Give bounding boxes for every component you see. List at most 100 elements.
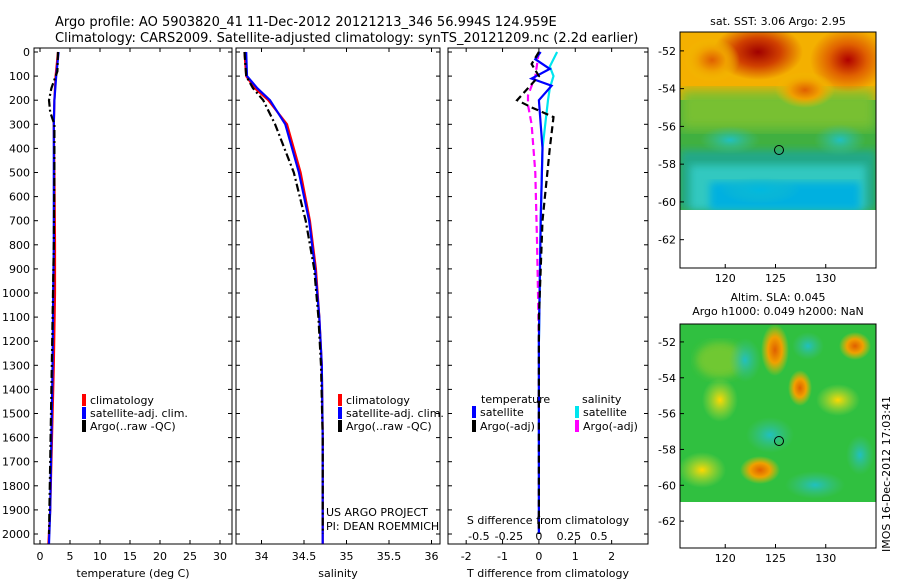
depth-tick-label: 1800 (2, 480, 30, 493)
timestamp-stamp: IMOS 16-Dec-2012 17:03:41 (880, 396, 893, 552)
salinity-legend-satellite: satellite-adj. clim. (346, 407, 444, 420)
sst-map-ytick-label: -54 (658, 83, 676, 96)
temperature-legend: climatology satellite-adj. clim. Argo(..… (82, 394, 188, 433)
sla-map-subtitle: Argo h1000: 0.049 h2000: NaN (692, 305, 864, 318)
sst-map-ytick-label: -56 (658, 120, 676, 133)
sla-map-ytick-label: -62 (658, 515, 676, 528)
salinity-xlabel: salinity (318, 567, 358, 580)
depth-tick-label: 1700 (2, 456, 30, 469)
temperature-xtick-label: 0 (37, 550, 44, 563)
differences-legend-s-argo: Argo(-adj) (583, 420, 638, 433)
depth-tick-label: 1000 (2, 287, 30, 300)
differences-legend-swatch-s-argo (575, 420, 579, 432)
salinity-legend-argo: Argo(..raw -QC) (346, 420, 432, 433)
differences-legend-swatch-t-argo (472, 420, 476, 432)
temperature-xtick-label: 30 (213, 550, 227, 563)
depth-tick-label: 1500 (2, 408, 30, 421)
salinity-xtick-label: 35 (340, 550, 354, 563)
sla-map-xtick-label: 125 (765, 552, 786, 565)
header-line2: Climatology: CARS2009. Satellite-adjuste… (55, 31, 638, 46)
sst-map-field (680, 32, 876, 210)
salinity-panel: 34 34.5 35 35.5 36 salinity climatology sate… (235, 47, 444, 580)
temperature-legend-argo: Argo(..raw -QC) (90, 420, 176, 433)
differences-s-tick-label: 0.25 (557, 530, 582, 543)
differences-xtick-label: 1 (572, 550, 579, 563)
differences-xtick-label: 0 (535, 550, 542, 563)
sla-map-argo-marker (774, 436, 784, 446)
depth-tick-label: 700 (9, 215, 30, 228)
sst-map-ytick-label: -58 (658, 158, 676, 171)
salinity-xtick-label: 35.5 (377, 550, 402, 563)
depth-tick-label: 300 (9, 118, 30, 131)
salinity-legend: climatology satellite-adj. clim. Argo(..… (338, 394, 444, 433)
sla-map-xtick-label: 120 (715, 552, 736, 565)
depth-tick-label: 400 (9, 142, 30, 155)
depth-tick-label: 500 (9, 167, 30, 180)
temperature-xtick-label: 25 (183, 550, 197, 563)
differences-panel: -2 -1 0 1 2 -0.5 -0.25 0 0.25 0.5 S difference fr… (447, 47, 649, 580)
sla-map-ytick-label: -58 (658, 443, 676, 456)
differences-s-tick-label: -0.5 (468, 530, 489, 543)
depth-tick-label: 600 (9, 191, 30, 204)
temperature-xtick-label: 20 (153, 550, 167, 563)
depth-tick-label: 900 (9, 263, 30, 276)
differences-legend-swatch-s-satellite (575, 406, 579, 418)
differences-xtick-label: -1 (497, 550, 508, 563)
differences-xtick-label: -2 (461, 550, 472, 563)
temperature-xlabel: temperature (deg C) (76, 567, 189, 580)
depth-tick-label: 1400 (2, 383, 30, 396)
differences-legend-header-temperature: temperature (481, 393, 550, 406)
differences-legend-t-argo: Argo(-adj) (480, 420, 535, 433)
salinity-legend-swatch-satellite (338, 407, 342, 419)
temperature-legend-swatch-argo (82, 420, 86, 432)
differences-xlabel: T difference from climatology (466, 567, 629, 580)
sla-map: Altim. SLA: 0.045 Argo h1000: 0.049 h200… (658, 291, 877, 565)
depth-tick-label: 2000 (2, 528, 30, 541)
sla-map-ytick-label: -52 (658, 336, 676, 349)
differences-xtick-label: 2 (608, 550, 615, 563)
sst-map-xtick-label: 130 (815, 272, 836, 285)
depth-tick-label: 800 (9, 239, 30, 252)
temperature-xtick-label: 15 (123, 550, 137, 563)
differences-line-temperature-argo (515, 51, 555, 534)
depth-tick-label: 1600 (2, 432, 30, 445)
depth-tick-label: 1200 (2, 335, 30, 348)
sst-map-title: sat. SST: 3.06 Argo: 2.95 (710, 15, 846, 28)
depth-tick-label: 1100 (2, 311, 30, 324)
sla-map-field (680, 324, 876, 502)
differences-legend-header-salinity: salinity (582, 393, 622, 406)
differences-top-xlabel: S difference from climatology (467, 514, 630, 527)
temperature-axes-frame (33, 47, 233, 545)
depth-tick-label: 1900 (2, 504, 30, 517)
salinity-legend-climatology: climatology (346, 394, 410, 407)
sst-map-frame (679, 31, 877, 269)
temperature-legend-swatch-satellite (82, 407, 86, 419)
depth-tick-label: 100 (9, 70, 30, 83)
sst-map-ytick-label: -52 (658, 45, 676, 58)
temperature-xtick-label: 10 (93, 550, 107, 563)
differences-legend-t-satellite: satellite (480, 406, 524, 419)
salinity-xtick-label: 34 (255, 550, 269, 563)
sla-map-frame (679, 323, 877, 549)
depth-tick-label: 200 (9, 94, 30, 107)
depth-tick-label: 0 (23, 46, 30, 59)
sst-map-xtick-label: 120 (715, 272, 736, 285)
temperature-legend-climatology: climatology (90, 394, 154, 407)
salinity-legend-swatch-argo (338, 420, 342, 432)
temperature-legend-satellite: satellite-adj. clim. (90, 407, 188, 420)
sst-map: sat. SST: 3.06 Argo: 2.95 120 125 130 -52 -5… (658, 15, 877, 285)
sst-map-argo-marker (774, 145, 784, 155)
sst-map-xtick-label: 125 (765, 272, 786, 285)
differences-legend-swatch-t-satellite (472, 406, 476, 418)
sst-map-ytick-label: -60 (658, 196, 676, 209)
salinity-xtick-label: 34.5 (292, 550, 317, 563)
temperature-legend-swatch-climatology (82, 394, 86, 406)
sla-map-ytick-label: -56 (658, 408, 676, 421)
temperature-line-argo (47, 51, 60, 535)
sst-map-ytick-label: -62 (658, 234, 676, 247)
salinity-axes-frame (235, 47, 441, 545)
salinity-xtick-label: 36 (425, 550, 439, 563)
depth-tick-label: 1300 (2, 359, 30, 372)
differences-legend: temperature salinity satellite Argo(-adj… (472, 393, 638, 433)
